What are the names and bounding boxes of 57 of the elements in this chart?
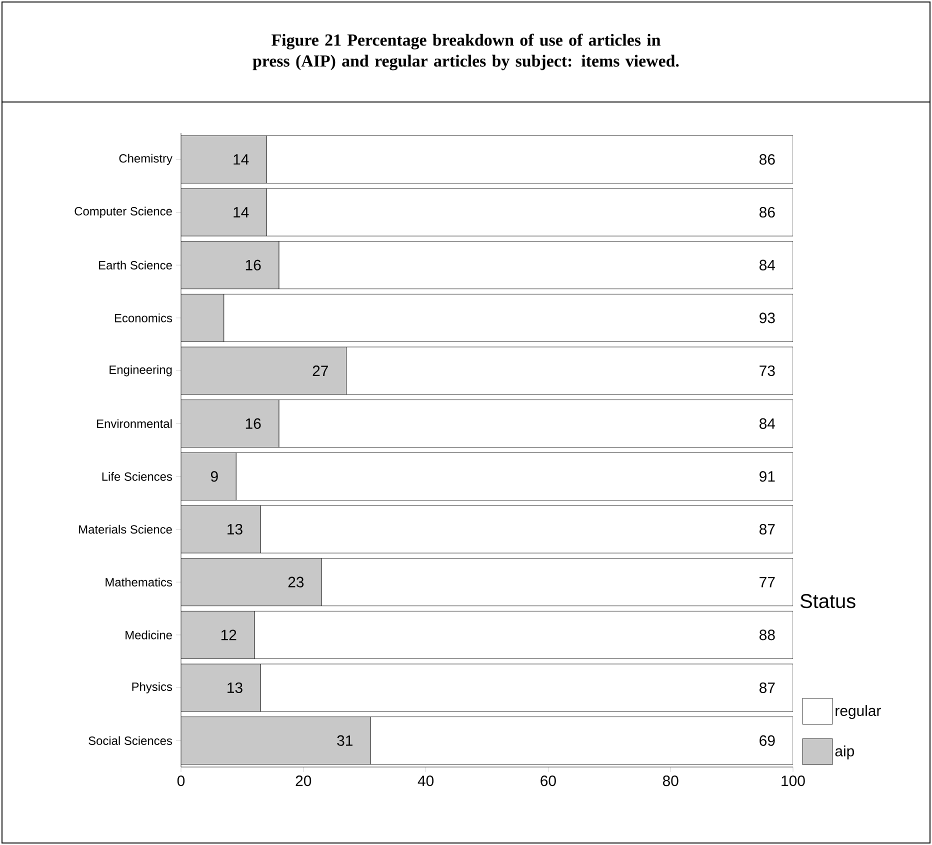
x-tick-label: 40	[418, 776, 434, 786]
y-tick-label: Environmental	[97, 419, 172, 428]
legend-title: Status	[800, 594, 856, 608]
data-label: 16	[246, 418, 261, 429]
data-label: 13	[228, 682, 242, 694]
legend-label: regular	[836, 705, 881, 719]
data-label: 84	[760, 418, 776, 429]
x-tick-label: 20	[296, 776, 312, 786]
data-label: 13	[228, 524, 242, 535]
data-label: 16	[246, 260, 261, 270]
data-label: 84	[760, 260, 776, 270]
bar	[181, 188, 267, 236]
data-label: 87	[760, 682, 775, 694]
y-tick-label: Medicine	[126, 630, 172, 640]
x-tick-label: 100	[782, 776, 805, 786]
data-label: 23	[288, 576, 304, 588]
bar	[181, 294, 224, 342]
bar	[181, 558, 322, 606]
x-tick-label: 0	[177, 776, 185, 786]
data-label: 91	[760, 471, 775, 482]
bar	[181, 400, 280, 448]
bar	[181, 505, 261, 554]
data-label: 12	[221, 630, 236, 640]
bar	[181, 610, 255, 659]
data-label: 14	[234, 207, 249, 218]
bar	[181, 452, 236, 500]
y-tick-label: Engineering	[110, 365, 172, 376]
x-tick-label: 80	[662, 776, 678, 786]
bar	[181, 346, 346, 395]
y-tick-label: Chemistry	[119, 154, 172, 165]
bar	[181, 241, 280, 290]
y-tick-label: Life Sciences	[102, 472, 172, 481]
y-tick-label: Social Sciences	[88, 736, 172, 745]
data-label: 14	[234, 154, 249, 165]
bar	[181, 716, 371, 765]
data-label: 87	[760, 524, 775, 535]
bar	[181, 664, 261, 712]
data-label: 86	[760, 206, 775, 218]
data-label: 88	[760, 630, 775, 640]
chart-title: Figure 21 Percentage breakdown of use of articles in press (AIP) and regular articles by subject: items viewed.	[252, 34, 679, 70]
legend-label: aip	[835, 745, 854, 760]
y-tick-label: Physics	[132, 682, 172, 694]
y-tick-label: Economics	[115, 314, 172, 322]
data-label: 27	[312, 366, 328, 376]
y-tick-label: Materials Science	[79, 524, 172, 534]
data-label: 93	[760, 312, 775, 324]
y-tick-label: Computer Science	[74, 206, 172, 218]
y-tick-label: Mathematics	[106, 578, 172, 586]
data-label: 73	[760, 365, 775, 376]
data-label: 69	[760, 735, 775, 746]
data-label: 77	[760, 576, 775, 588]
bar	[181, 135, 267, 184]
data-label: 9	[210, 471, 218, 482]
x-tick-label: 60	[540, 776, 556, 786]
data-label: 86	[760, 154, 775, 165]
data-label: 31	[337, 735, 352, 746]
y-tick-label: Earth Science	[99, 260, 172, 270]
